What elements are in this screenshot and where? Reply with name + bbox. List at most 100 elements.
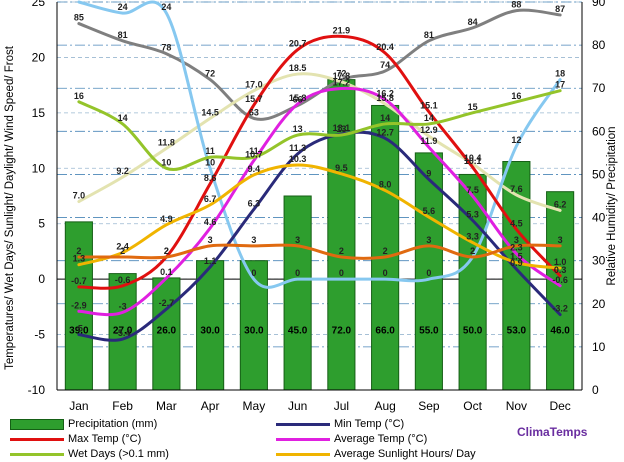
series-value-label: 7.5 (466, 185, 479, 195)
y-right-tick-label: 0 (592, 383, 599, 397)
series-value-label: 15.1 (420, 101, 438, 111)
series-value-label: -2.9 (71, 300, 87, 310)
series-value-label: -0.6 (552, 275, 568, 285)
series-value-label: -0.7 (71, 276, 87, 286)
x-tick-label: May (243, 399, 266, 413)
precipitation-bar (371, 104, 400, 391)
series-value-label: -2.7 (159, 298, 175, 308)
precipitation-value-label: 53.0 (507, 325, 527, 336)
series-value-label: 0.3 (554, 265, 567, 275)
series-value-label: 0 (251, 268, 256, 278)
series-value-label: 12.7 (376, 127, 394, 137)
y-right-tick-label: 80 (592, 38, 606, 52)
series-value-label: 11.9 (420, 136, 437, 146)
y-right-tick-label: 60 (592, 124, 606, 138)
series-value-label: 84 (468, 17, 478, 27)
precipitation-value-label: 39.0 (69, 325, 89, 336)
series-value-label: 20.4 (376, 42, 394, 52)
series-value-label: 78 (161, 43, 171, 53)
series-value-label: 8.6 (204, 173, 217, 183)
series-value-label: 2 (164, 246, 169, 256)
series-line-average-sunlight-hours-day (77, 163, 562, 270)
precipitation-value-label: 30.0 (200, 325, 220, 336)
x-tick-label: Nov (506, 399, 527, 413)
series-value-label: 21.9 (333, 25, 351, 35)
series-value-label: 14 (118, 113, 128, 123)
x-tick-label: Sep (418, 399, 440, 413)
x-tick-label: Mar (156, 399, 177, 413)
precipitation-value-label: 55.0 (419, 325, 439, 336)
y-right-tick-label: 20 (592, 297, 606, 311)
data-labels: 39.0 27.0 26.0 30.0 30.0 45.0 72.0 66.0 55.0 50.0… (69, 0, 570, 338)
series-value-label: 10.4 (464, 153, 482, 163)
series-value-label: 11.8 (158, 137, 175, 147)
y-left-tick-label: -5 (34, 328, 45, 342)
y-right-tick-label: 90 (592, 0, 606, 9)
x-tick-label: Dec (549, 399, 570, 413)
series-value-label: 9 (426, 168, 431, 178)
series-value-label: 2 (76, 246, 81, 256)
series-value-label: -0.6 (115, 275, 131, 285)
series-value-label: -3.2 (552, 304, 568, 314)
y-left-tick-label: -10 (28, 383, 46, 397)
series-value-label: 2 (383, 246, 388, 256)
y-right-tick-label: 70 (592, 81, 606, 95)
series-line-wind-speed (77, 243, 562, 260)
series-value-label: 17.8 (333, 71, 351, 81)
series-value-label: 2 (120, 246, 125, 256)
series-value-label: 17.0 (245, 80, 263, 90)
series-value-label: 3 (426, 235, 431, 245)
precipitation-bar (196, 260, 225, 391)
x-tick-label: Oct (463, 399, 482, 413)
series-value-label: 10 (205, 157, 215, 167)
series-value-label: 15.8 (376, 93, 394, 103)
precipitation-bars (64, 79, 575, 391)
series-value-label: 5.6 (423, 206, 436, 216)
series-value-label: 0 (383, 268, 388, 278)
precipitation-value-label: 46.0 (550, 325, 570, 336)
series-value-label: 85 (74, 13, 84, 23)
series-value-label: 25 (74, 0, 84, 1)
y-left-tick-label: 20 (32, 50, 46, 64)
series-value-label: 87 (555, 4, 565, 14)
x-tick-label: Jun (288, 399, 307, 413)
series-value-label: 13 (336, 124, 346, 134)
series-value-label: 63 (249, 107, 259, 117)
series-value-label: 13 (293, 124, 303, 134)
series-value-label: 0 (295, 268, 300, 278)
y-right-tick-label: 30 (592, 254, 606, 268)
x-tick-label: Aug (374, 399, 395, 413)
series-value-label: -5 (75, 324, 83, 334)
y-left-tick-label: 0 (38, 272, 45, 286)
series-value-label: 1.5 (510, 252, 523, 262)
precipitation-value-label: 26.0 (157, 325, 177, 336)
series-value-label: 3 (558, 235, 563, 245)
series-lines (77, 0, 562, 342)
series-value-label: 88 (511, 0, 521, 10)
series-value-label: 7.0 (73, 191, 86, 201)
series-value-label: 14 (380, 113, 390, 123)
series-value-label: 1.1 (204, 256, 217, 266)
series-line-wet-days-0-1-mm (77, 89, 562, 171)
series-value-label: -5.4 (115, 328, 131, 338)
series-value-label: 11 (249, 146, 259, 156)
series-value-label: 12.9 (420, 125, 438, 135)
series-value-label: 81 (424, 30, 434, 40)
y-left-axis-title: Temperatures/ Wet Days/ Sunlight/ Daylig… (4, 45, 16, 370)
precipitation-value-label: 50.0 (463, 325, 483, 336)
series-value-label: 66 (293, 94, 303, 104)
series-value-label: 3 (295, 235, 300, 245)
series-value-label: 1.3 (73, 254, 86, 264)
series-value-label: 3 (514, 235, 519, 245)
precipitation-value-label: 45.0 (288, 325, 308, 336)
series-value-label: 11.3 (289, 143, 306, 153)
series-line-relative-humidity (77, 8, 562, 121)
series-value-label: 10.1 (464, 156, 482, 166)
series-value-label: 10 (161, 157, 171, 167)
precipitation-value-label: 72.0 (332, 325, 352, 336)
x-tick-label: Apr (201, 399, 220, 413)
series-value-label: 2.3 (510, 243, 523, 253)
series-value-label: 17.2 (333, 77, 351, 87)
y-left-tick-label: 5 (38, 217, 45, 231)
series-value-label: 15.8 (289, 93, 307, 103)
